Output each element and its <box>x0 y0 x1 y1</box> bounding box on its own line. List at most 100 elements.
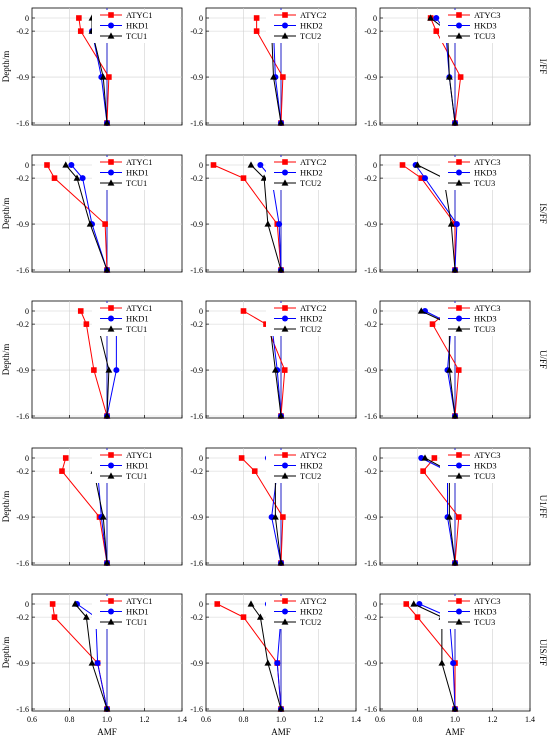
series-line-TCU2 <box>250 164 282 271</box>
data-point-TCU2 <box>271 513 279 520</box>
row-label: U1/FF <box>538 495 548 519</box>
y-tick-label: -0.9 <box>16 73 29 82</box>
legend-marker <box>456 22 462 29</box>
legend-label: HKD1 <box>126 168 149 178</box>
data-point-TCU3 <box>427 14 435 21</box>
x-tick-label: 1.4 <box>177 715 187 724</box>
data-point-TCU1 <box>73 174 81 181</box>
data-point-TCU3 <box>438 659 446 666</box>
legend-marker <box>282 22 288 29</box>
y-tick-label: -0.9 <box>364 366 377 375</box>
row-label: I/FF <box>538 59 548 75</box>
legend-marker <box>282 598 288 604</box>
y-tick-label: -0.2 <box>190 174 203 183</box>
row-label: U/FF <box>538 350 548 369</box>
legend-marker <box>281 618 289 625</box>
legend-label: ATYC3 <box>474 10 500 20</box>
y-tick-label: 0 <box>25 161 29 170</box>
legend-label: ATYC2 <box>300 157 326 167</box>
legend-marker <box>108 452 114 458</box>
series-line-TCU1 <box>65 164 108 271</box>
data-point-ATYC2 <box>214 601 221 607</box>
legend-label: HKD3 <box>474 314 497 324</box>
legend-label: TCU2 <box>300 178 321 188</box>
x-tick-label: 0.6 <box>375 715 385 724</box>
data-point-ATYC1 <box>91 367 97 373</box>
y-axis-title: Depth/m <box>1 198 11 230</box>
data-point-TCU1 <box>99 73 107 80</box>
legend-label: HKD3 <box>474 607 497 617</box>
data-point-ATYC3 <box>457 74 464 80</box>
data-point-TCU2 <box>277 559 285 566</box>
data-point-TCU2 <box>277 705 285 712</box>
series-line-ATYC1 <box>46 164 108 271</box>
legend-marker <box>108 12 114 18</box>
y-axis-title: Depth/m <box>1 491 11 523</box>
y-tick-label: -1.6 <box>16 119 29 128</box>
legend-marker <box>107 325 115 332</box>
legend-marker <box>282 452 288 458</box>
legend-label: HKD2 <box>300 461 323 471</box>
data-point-HKD1 <box>113 367 120 374</box>
y-tick-label: -0.2 <box>16 467 29 476</box>
y-tick-label: -1.6 <box>190 559 203 568</box>
legend-label: TCU2 <box>300 471 321 481</box>
legend-label: TCU3 <box>474 617 495 627</box>
y-tick-label: -1.6 <box>16 705 29 714</box>
data-point-ATYC3 <box>433 28 440 34</box>
data-point-ATYC1 <box>106 74 112 80</box>
data-point-ATYC2 <box>280 514 286 520</box>
series-line-HKD3 <box>421 457 456 564</box>
y-tick-label: -0.9 <box>364 659 377 668</box>
legend-marker <box>282 608 288 615</box>
y-tick-label: -1.6 <box>364 412 377 421</box>
legend-label: ATYC3 <box>474 450 500 460</box>
data-point-TCU3 <box>451 412 459 419</box>
data-point-ATYC1 <box>44 162 50 168</box>
data-point-TCU3 <box>451 705 459 712</box>
y-tick-label: -0.2 <box>16 613 29 622</box>
data-point-ATYC1 <box>77 308 84 314</box>
x-tick-label: 1.4 <box>351 715 361 724</box>
legend-label: TCU2 <box>300 31 321 41</box>
legend-label: HKD2 <box>300 314 323 324</box>
x-tick-label: 1.0 <box>450 715 460 724</box>
data-point-ATYC1 <box>59 468 65 474</box>
legend-label: HKD3 <box>474 461 497 471</box>
data-point-ATYC3 <box>455 367 462 373</box>
y-tick-label: -0.2 <box>190 613 203 622</box>
y-tick-label: -0.2 <box>364 27 377 36</box>
x-tick-label: 1.2 <box>314 715 324 724</box>
data-point-TCU3 <box>451 559 459 566</box>
data-point-ATYC2 <box>280 74 286 80</box>
y-tick-label: -0.9 <box>190 73 203 82</box>
data-point-ATYC2 <box>240 175 247 181</box>
series-line-TCU3 <box>417 164 456 271</box>
x-tick-label: 0.6 <box>27 715 37 724</box>
data-point-ATYC1 <box>102 221 108 227</box>
legend-label: TCU2 <box>300 324 321 334</box>
y-tick-label: 0 <box>199 14 203 23</box>
data-point-TCU3 <box>417 307 425 314</box>
data-point-ATYC3 <box>431 455 438 461</box>
y-tick-label: 0 <box>25 14 29 23</box>
x-tick-label: 0.8 <box>65 715 75 724</box>
data-point-HKD1 <box>79 175 86 182</box>
legend-label: HKD3 <box>474 168 497 178</box>
y-tick-label: -0.9 <box>16 659 29 668</box>
x-axis-title: AMF <box>97 727 117 737</box>
legend-marker <box>107 32 115 39</box>
data-point-ATYC1 <box>62 455 69 461</box>
y-tick-label: -0.9 <box>364 73 377 82</box>
data-point-ATYC2 <box>240 614 247 620</box>
legend-label: ATYC1 <box>126 10 152 20</box>
legend-label: ATYC1 <box>126 450 152 460</box>
legend-marker <box>456 462 462 469</box>
